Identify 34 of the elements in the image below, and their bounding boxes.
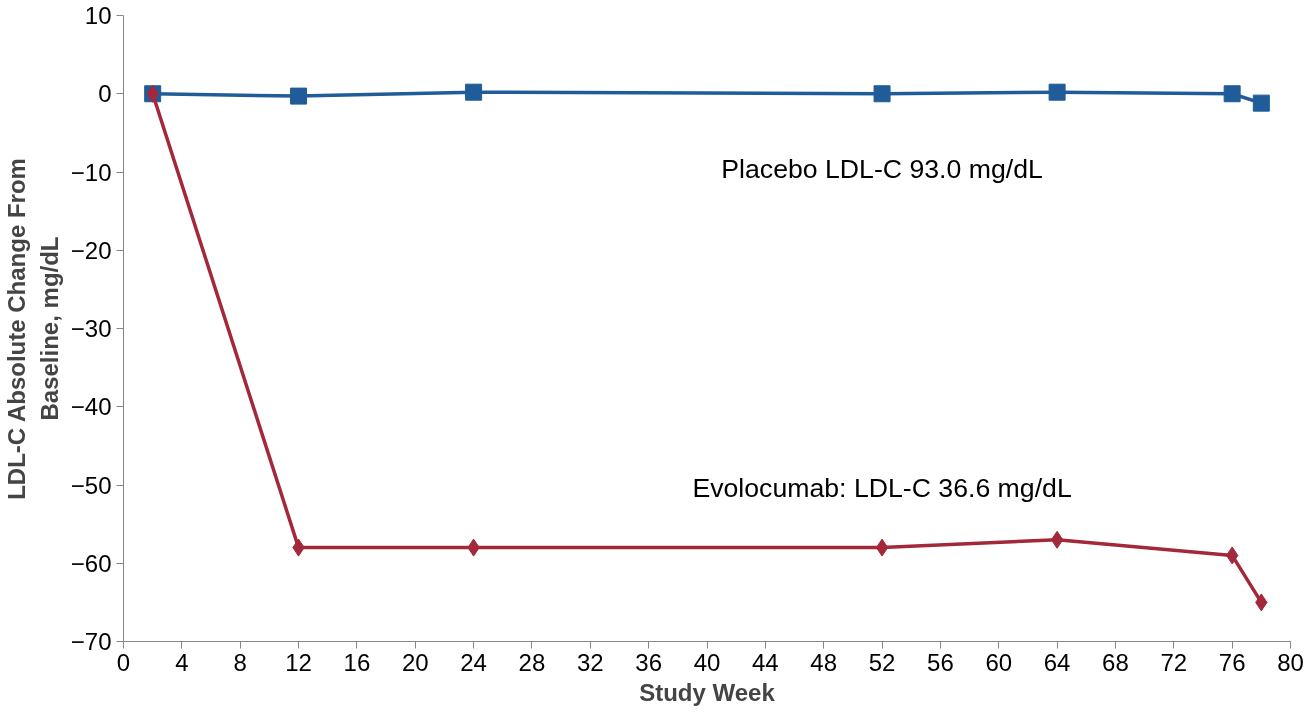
x-tick-label: 72	[1160, 648, 1188, 676]
y-tick-label: −20	[70, 236, 112, 264]
series-label: Evolocumab: LDL-C 36.6 mg/dL	[692, 472, 1072, 503]
y-tick-label: −40	[70, 393, 112, 421]
text: Placebo LDL-C 93.0 mg/dL	[721, 153, 1043, 184]
x-tick-label: 60	[985, 648, 1013, 676]
x-tick-label: 20	[401, 648, 429, 676]
x-tick-label: 56	[927, 648, 954, 676]
y-tick-label: −50	[70, 471, 112, 499]
x-tick-label: 4	[175, 648, 189, 676]
x-tick-label: 16	[343, 648, 371, 676]
y-tick-label: −10	[70, 158, 112, 186]
x-tick-label: 28	[518, 648, 546, 676]
x-tick-label: 36	[635, 648, 663, 676]
x-tick-label: 52	[868, 648, 896, 676]
x-tick-label: 12	[285, 648, 312, 676]
x-tick-label: 32	[576, 648, 604, 676]
y-tick-label: 0	[98, 80, 112, 108]
y-tick-label: −60	[70, 549, 112, 577]
x-tick-label: 48	[810, 648, 838, 676]
y-tick-label: 10	[84, 2, 112, 29]
x-tick-label: 44	[752, 648, 779, 676]
y-tick-label: −70	[70, 628, 112, 655]
x-tick-label: 8	[233, 648, 247, 676]
x-tick-label: 64	[1043, 648, 1071, 676]
x-tick-label: 76	[1218, 648, 1246, 676]
y-tick-label: −30	[70, 315, 112, 342]
x-tick-label: 24	[460, 648, 487, 676]
y-axis-title: LDL-C Absolute Change From Baseline, mg/dL	[3, 158, 63, 500]
x-tick-label: 68	[1102, 648, 1129, 676]
x-tick-label: 40	[693, 648, 721, 676]
x-axis-title: Study Week	[639, 678, 776, 706]
x-tick-label: 0	[116, 648, 131, 676]
x-tick-label: 80	[1277, 648, 1304, 676]
